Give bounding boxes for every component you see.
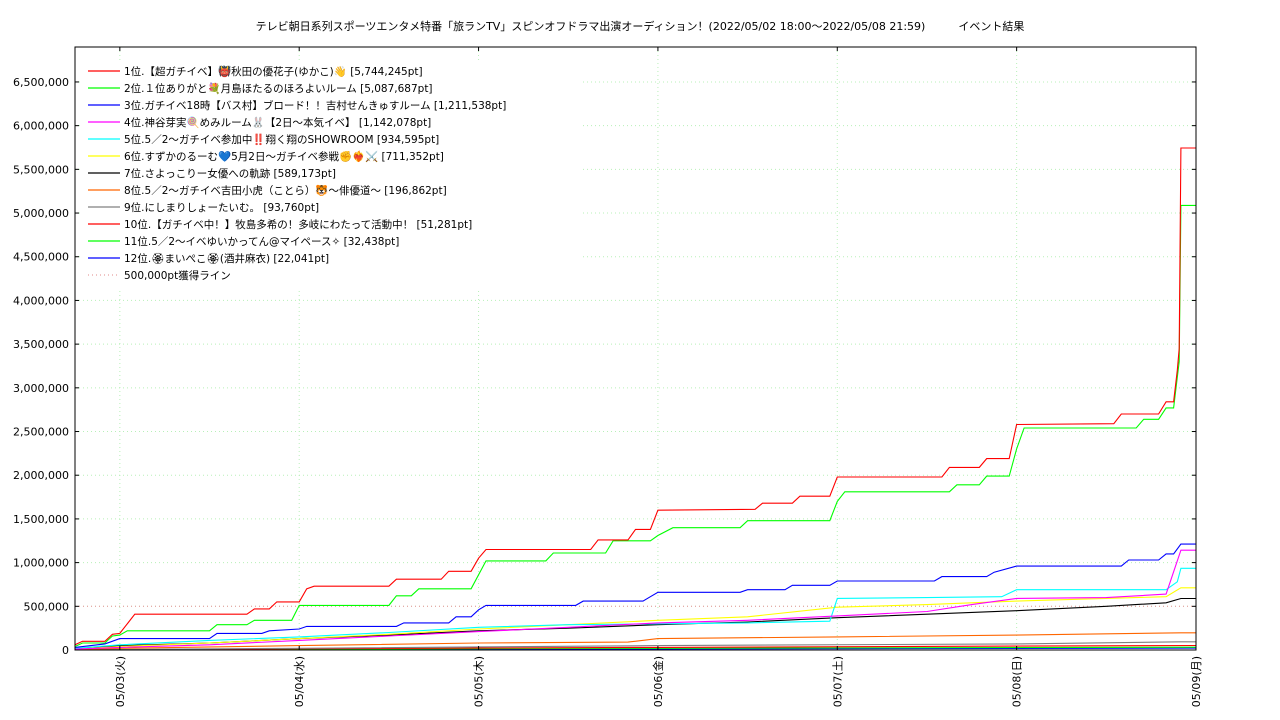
x-tick-label: 05/08(日)	[1011, 656, 1024, 707]
x-tick-label: 05/03(火)	[114, 656, 127, 707]
chart-title: テレビ朝日系列スポーツエンタメ特番「旅ランTV」スピンオフドラマ出演オーディショ…	[255, 20, 1025, 33]
y-tick-label: 4,000,000	[13, 294, 69, 307]
y-tick-label: 3,500,000	[13, 338, 69, 351]
legend-label: 12位.🏵まいぺこ🏵(酒井麻衣) [22,041pt]	[124, 252, 329, 265]
legend: 1位.【超ガチイベ】👹秋田の優花子(ゆかこ)👋 [5,744,245pt] 2位.…	[88, 65, 506, 282]
legend-label: 1位.【超ガチイベ】👹秋田の優花子(ゆかこ)👋 [5,744,245pt]	[124, 65, 423, 78]
legend-label: 500,000pt獲得ライン	[124, 269, 231, 282]
y-tick-label: 6,000,000	[13, 120, 69, 133]
series-line-5	[74, 567, 1196, 649]
legend-background	[80, 60, 580, 288]
x-axis: 05/03(火) 05/04(水) 05/05(木) 05/06(金) 05/07(土)…	[114, 47, 1203, 707]
x-tick-label: 05/09(月)	[1190, 656, 1203, 707]
x-tick-label: 05/06(金)	[651, 656, 665, 707]
y-tick-label: 500,000	[24, 600, 70, 613]
series-line-4	[74, 549, 1196, 650]
legend-label: 8位.5／2～ガチイベ吉田小虎（ことら）🐯～俳優道～ [196,862pt]	[124, 184, 447, 197]
legend-label: 7位.さよっこりー女優への軌跡 [589,173pt]	[124, 167, 336, 180]
plot-frame	[74, 46, 1197, 651]
series-line-9	[74, 641, 1196, 651]
series-line-3	[74, 543, 1196, 648]
y-tick-label: 6,500,000	[13, 76, 69, 89]
legend-label: 9位.にしまりしょーたいむ。 [93,760pt]	[124, 201, 319, 214]
legend-label: 3位.ガチイベ18時【バス村】ブロード！！吉村せんきゅすルーム [1,211,5…	[124, 99, 506, 112]
series-line-1	[74, 147, 1196, 646]
y-axis: 0 500,000 1,000,000 1,500,000 2,000,000 2,500…	[13, 76, 1196, 657]
series-line-8	[74, 632, 1196, 651]
legend-label: 11位.5／2～イベゆいかってん@マイペース✧ [32,438pt]	[124, 235, 399, 248]
y-tick-label: 0	[62, 644, 69, 657]
y-tick-label: 4,500,000	[13, 251, 69, 264]
legend-label: 2位.１位ありがと💐月島ほたるのほろよいルーム [5,087,687pt]	[124, 82, 433, 95]
legend-label: 4位.神谷芽実🍭めみルーム🐰【2日～本気イベ】 [1,142,078pt]	[124, 115, 431, 129]
y-tick-label: 1,000,000	[13, 557, 69, 570]
y-tick-label: 5,000,000	[13, 207, 69, 220]
y-tick-label: 3,000,000	[13, 382, 69, 395]
y-tick-label: 2,000,000	[13, 469, 69, 482]
y-tick-label: 2,500,000	[13, 426, 69, 439]
y-tick-label: 1,500,000	[13, 513, 69, 526]
x-tick-label: 05/04(水)	[293, 656, 306, 707]
series-line-2	[74, 204, 1196, 647]
legend-label: 5位.5／2～ガチイベ参加中‼️翔く翔のSHOWROOM [934,595pt]	[124, 133, 439, 146]
legend-label: 10位.【ガチイベ中！】牧島多希の！多岐にわたって活動中！ [51,281pt]	[124, 218, 472, 231]
series-line-6	[74, 587, 1196, 650]
x-tick-label: 05/07(土)	[831, 656, 844, 707]
legend-label: 6位.すずかのるーむ💙5月2日～ガチイベ参戦✊❤️‍🔥⚔️ [711,352pt…	[124, 150, 444, 163]
x-tick-label: 05/05(木)	[473, 656, 486, 707]
y-tick-label: 5,500,000	[13, 163, 69, 176]
